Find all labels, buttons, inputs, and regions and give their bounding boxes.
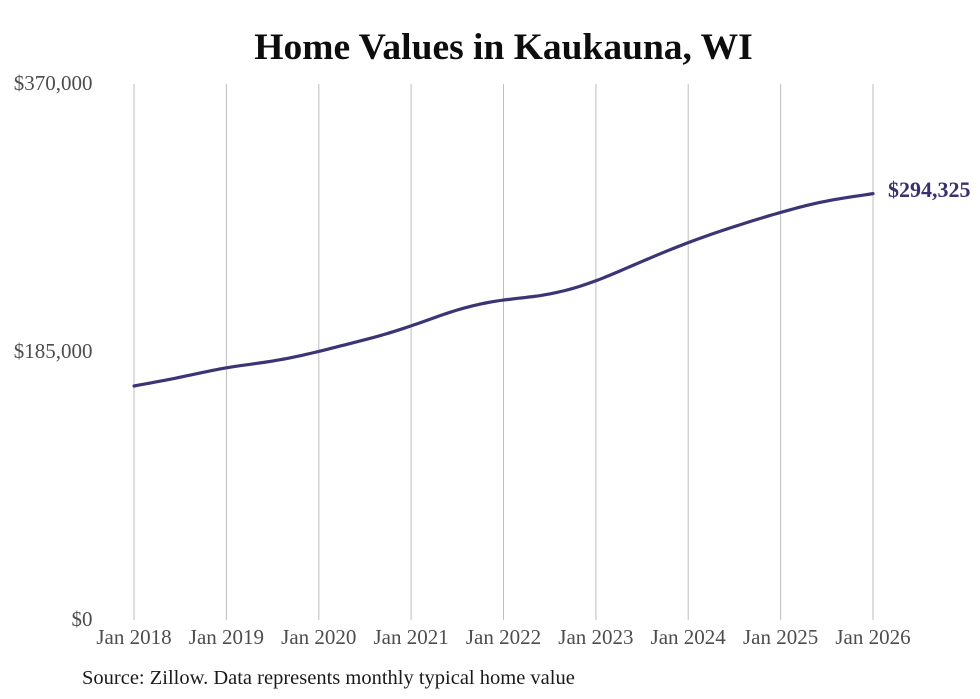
svg-text:Jan 2024: Jan 2024 (651, 625, 727, 649)
svg-text:Jan 2018: Jan 2018 (96, 625, 171, 649)
svg-text:$0: $0 (72, 607, 93, 631)
svg-text:Jan 2025: Jan 2025 (743, 625, 818, 649)
svg-text:Jan 2022: Jan 2022 (466, 625, 541, 649)
svg-text:$185,000: $185,000 (14, 339, 93, 363)
svg-text:Jan 2020: Jan 2020 (281, 625, 356, 649)
svg-text:Jan 2021: Jan 2021 (373, 625, 448, 649)
svg-text:Jan 2026: Jan 2026 (835, 625, 910, 649)
svg-text:Jan 2023: Jan 2023 (558, 625, 633, 649)
svg-text:$370,000: $370,000 (14, 71, 93, 95)
svg-text:Jan 2019: Jan 2019 (189, 625, 264, 649)
svg-text:$294,325: $294,325 (888, 177, 971, 202)
